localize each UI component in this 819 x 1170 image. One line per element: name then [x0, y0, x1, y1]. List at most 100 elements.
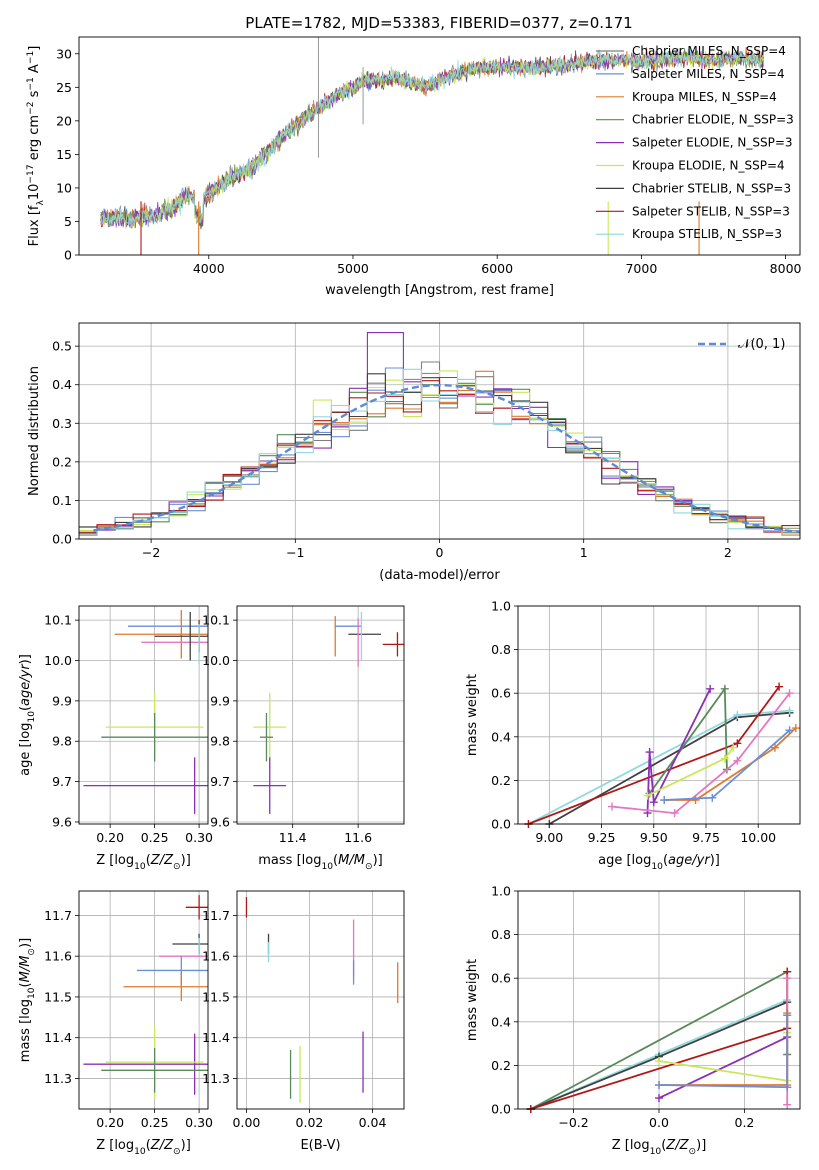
y-tick-label: 1.0	[491, 599, 511, 614]
y-axis-label: Flux [fλ10−17 erg cm−2 s−1 A−1]	[26, 46, 46, 247]
legend-label-2: Kroupa MILES, N_SSP=4	[632, 90, 777, 104]
z_weight-marker-8-2	[783, 1011, 792, 1020]
y-tick-label: 0.4	[52, 377, 72, 392]
y-tick-label: 9.9	[210, 693, 230, 708]
x-tick-label: 11.6	[344, 830, 372, 845]
spectrum-series-5	[100, 49, 764, 229]
age_weight-series-6	[611, 692, 791, 815]
legend-label-0: Chabrier MILES, N_SSP=4	[632, 44, 786, 58]
y-tick-label: 0.3	[52, 416, 72, 431]
mass_age-axes: 11.4 11.6 9.6 9.7 9.8 9.9 10.0 10.1	[202, 606, 404, 845]
y-tick-label: 15	[56, 147, 72, 162]
x-axis-label: wavelength [Angstrom, rest frame]	[325, 283, 554, 298]
figure-title: PLATE=1782, MJD=53383, FIBERID=0377, z=0…	[245, 14, 632, 32]
y-tick-label: 11.4	[202, 1030, 230, 1045]
x-tick-label: 0.20	[96, 1115, 124, 1130]
x-axis-label: Z [log10(Z/Z⊙)]	[612, 1138, 707, 1157]
y-tick-label: 9.6	[52, 814, 72, 829]
legend-label-7: Salpeter STELIB, N_SSP=3	[632, 204, 790, 218]
ebv_mass-axes: 0.00 0.02 0.04 11.3 11.4 11.5 11.6 11.7	[202, 891, 404, 1130]
age_weight-marker-7-3	[791, 724, 800, 733]
y-tick-label: 11.7	[44, 908, 72, 923]
age_weight-marker-2-1	[733, 739, 742, 748]
age_weight-marker-8-0	[660, 796, 669, 805]
z_weight-marker-4-0	[655, 1094, 663, 1103]
age_weight-series-4	[646, 688, 712, 814]
age_weight-marker-1-2	[785, 706, 794, 715]
age_weight-marker-4-2	[649, 798, 658, 807]
legend-label-1: Salpeter MILES, N_SSP=4	[632, 67, 785, 81]
x-tick-label: 9.00	[535, 830, 563, 845]
z_weight-marker-6-0	[783, 1100, 792, 1109]
y-tick-label: 25	[56, 80, 72, 95]
z_weight-frame	[517, 890, 801, 1110]
y-tick-label: 11.4	[44, 1030, 72, 1045]
y-axis-label: age [log10(age/yr)]	[18, 654, 37, 776]
age_weight-marker-6-3	[785, 689, 794, 698]
y-tick-label: 11.7	[202, 908, 230, 923]
legend-label-normal: 𝒩(0, 1)	[738, 337, 785, 352]
y-tick-label: 11.3	[44, 1071, 72, 1086]
y-axis-label: mass weight	[465, 674, 480, 756]
y-tick-label: 11.3	[202, 1071, 230, 1086]
x-axis-label: (data-model)/error	[379, 568, 500, 583]
age_weight-marker-2-2	[775, 682, 784, 691]
residuals-axes: −2 −1 0 1 2 0.0 0.1 0.2 0.3 0.4 0.5	[52, 323, 800, 560]
age_weight-marker-3-1	[720, 684, 729, 693]
y-tick-label: 10	[56, 180, 72, 195]
histogram-series-8	[79, 368, 800, 535]
z_weight-marker-8-0	[655, 1081, 663, 1090]
y-tick-label: 9.7	[210, 774, 230, 789]
y-tick-label: 0.0	[491, 817, 511, 832]
x-tick-label: 11.4	[279, 830, 307, 845]
y-tick-label: 0.8	[491, 927, 511, 942]
legend-label-4: Salpeter ELODIE, N_SSP=3	[632, 136, 793, 150]
x-tick-label: −2	[142, 545, 160, 560]
y-tick-label: 20	[56, 113, 72, 128]
y-tick-label: 0.2	[491, 773, 511, 788]
y-tick-label: 0.5	[52, 339, 72, 354]
y-tick-label: 11.6	[44, 949, 72, 964]
y-tick-label: 9.8	[52, 734, 72, 749]
legend-label-8: Kroupa STELIB, N_SSP=3	[632, 227, 782, 241]
x-axis-label: Z [log10(Z/Z⊙)]	[96, 1138, 191, 1157]
y-tick-label: 10.0	[202, 653, 230, 668]
z_mass-frame	[78, 890, 209, 1110]
age_weight-marker-6-0	[608, 802, 616, 811]
legend-label-6: Chabrier STELIB, N_SSP=3	[632, 181, 791, 195]
y-tick-label: 9.7	[52, 774, 72, 789]
x-tick-label: 9.50	[640, 830, 668, 845]
spectrum-axes: 4000 5000 6000 7000 8000 0 5 10 15 20 25 30	[56, 46, 801, 276]
x-axis-label: mass [log10(M/M⊙)]	[258, 853, 382, 872]
z_age-frame	[78, 605, 209, 825]
y-tick-label: 0.4	[491, 1014, 511, 1029]
y-tick-label: 10.0	[44, 653, 72, 668]
y-tick-label: 0.6	[491, 971, 511, 986]
y-tick-label: 9.9	[52, 693, 72, 708]
x-tick-label: 7000	[625, 261, 657, 276]
x-tick-label: −1	[286, 545, 304, 560]
y-tick-label: 9.8	[210, 734, 230, 749]
x-tick-label: 1	[580, 545, 588, 560]
age_weight-marker-7-2	[770, 743, 779, 752]
ebv_mass-frame	[236, 890, 405, 1110]
y-tick-label: 30	[56, 46, 72, 61]
age_weight-marker-6-2	[733, 756, 742, 765]
x-tick-label: 10.00	[740, 830, 776, 845]
age_weight-series-1	[527, 709, 790, 824]
x-tick-label: 0	[436, 545, 444, 560]
age_weight-marker-6-1	[670, 809, 679, 818]
y-tick-label: 11.5	[44, 989, 72, 1004]
y-axis-label: Normed distribution	[27, 366, 42, 496]
y-tick-label: 0.0	[491, 1102, 511, 1117]
z_weight-series-5	[658, 1032, 789, 1082]
y-tick-label: 11.5	[202, 989, 230, 1004]
x-tick-label: 2	[724, 545, 732, 560]
x-tick-label: 0.30	[185, 830, 213, 845]
z_mass-axes: 0.20 0.25 0.30 11.3 11.4 11.5 11.6 11.7	[44, 891, 213, 1130]
x-tick-label: 6000	[481, 261, 513, 276]
x-tick-label: 0.20	[96, 830, 124, 845]
y-tick-label: 0.8	[491, 642, 511, 657]
age_weight-marker-8-2	[785, 726, 794, 735]
